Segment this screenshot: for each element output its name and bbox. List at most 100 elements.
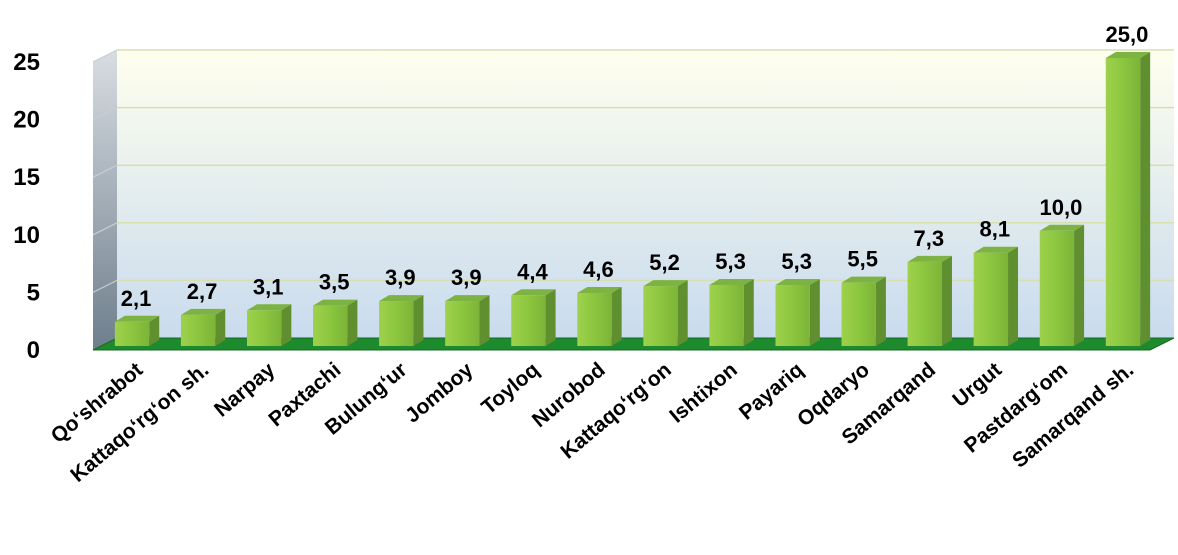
bar-side xyxy=(149,315,160,346)
gridline-side xyxy=(92,279,118,293)
bar-side xyxy=(941,255,952,346)
bar-front xyxy=(246,310,282,346)
data-label: 5,3 xyxy=(715,249,746,274)
gridline-side xyxy=(92,107,118,121)
bar xyxy=(973,246,1019,346)
data-label: 3,9 xyxy=(451,265,482,290)
bar-front xyxy=(907,261,942,346)
side-wall xyxy=(93,50,117,350)
y-tick-label: 10 xyxy=(13,222,40,249)
x-tick-label: Urgut xyxy=(948,358,1006,412)
floor-plane xyxy=(92,337,1175,351)
bar-front xyxy=(577,293,612,346)
bar-top xyxy=(1039,224,1085,231)
bars-group xyxy=(114,52,1151,346)
data-label: 4,4 xyxy=(517,259,548,284)
data-label: 10,0 xyxy=(1039,195,1082,220)
bar-side xyxy=(413,295,424,346)
bar-front xyxy=(841,282,876,346)
y-tick-label: 15 xyxy=(13,164,40,191)
bar-top xyxy=(246,304,292,311)
gridline-side xyxy=(92,222,118,236)
bar-front xyxy=(511,295,546,346)
data-label: 3,9 xyxy=(385,265,416,290)
bar-side xyxy=(1008,246,1019,346)
bar-side xyxy=(677,280,688,346)
y-tick-label: 25 xyxy=(13,49,40,76)
bar-front xyxy=(973,252,1009,346)
y-tick-label: 20 xyxy=(13,107,40,134)
x-tick-label: Kattaqo‘rg‘on xyxy=(556,358,675,463)
bar-top xyxy=(577,287,622,294)
y-axis-ticks: 0 5 10 15 20 25 xyxy=(13,49,40,364)
bar xyxy=(445,295,490,346)
bar-front xyxy=(114,321,150,346)
x-tick-label: Jomboy xyxy=(401,358,478,428)
bar-side xyxy=(611,287,622,346)
bar xyxy=(114,315,160,346)
bar xyxy=(577,287,622,346)
bar xyxy=(1105,52,1151,346)
bar-front xyxy=(709,284,744,346)
bar-side xyxy=(347,299,358,346)
bar-side xyxy=(1140,52,1151,346)
data-label: 5,5 xyxy=(847,247,878,272)
bar-front xyxy=(775,284,810,346)
bar-top xyxy=(1105,52,1151,58)
bar-top xyxy=(775,278,820,285)
bar-top xyxy=(643,280,688,287)
bar xyxy=(775,278,820,346)
x-tick-label: Samarqand sh. xyxy=(1008,358,1138,472)
bar-top xyxy=(841,276,886,283)
data-labels-group: 2,1 2,7 3,1 3,5 3,9 3,9 4,4 4,6 5,2 5,3 5,3 5,5 7,3 8… xyxy=(121,22,1149,311)
bar-side xyxy=(281,304,292,346)
bar-top xyxy=(180,308,226,315)
bar xyxy=(709,278,754,346)
bar-top xyxy=(973,246,1019,253)
data-label: 3,1 xyxy=(253,274,284,299)
bar xyxy=(643,280,688,346)
bar-side xyxy=(1074,224,1085,346)
data-label: 5,3 xyxy=(781,249,812,274)
bar-front xyxy=(180,314,216,346)
data-label: 5,2 xyxy=(649,250,680,275)
bar-top xyxy=(445,295,490,302)
bar-side xyxy=(479,295,490,346)
data-label: 4,6 xyxy=(583,257,614,282)
bar-top xyxy=(511,289,556,296)
data-label: 8,1 xyxy=(980,217,1011,242)
data-label: 2,7 xyxy=(187,279,218,304)
bar-front xyxy=(643,286,678,346)
y-tick-label: 5 xyxy=(27,279,40,306)
gridline-side xyxy=(92,49,118,63)
bar-side xyxy=(875,276,886,346)
bar-side xyxy=(215,308,226,346)
bar-top xyxy=(114,315,160,322)
bar xyxy=(1039,224,1085,346)
bar xyxy=(511,289,556,346)
bar-front xyxy=(379,301,414,346)
x-tick-label: Ishtixon xyxy=(665,358,741,427)
bar-front xyxy=(313,305,348,346)
data-label: 25,0 xyxy=(1106,22,1149,47)
bar-side xyxy=(743,278,754,346)
bar xyxy=(180,308,226,346)
bar-front xyxy=(445,301,480,346)
bar xyxy=(379,295,424,346)
bar-top xyxy=(313,299,358,306)
data-label: 3,5 xyxy=(319,270,350,295)
bar-top xyxy=(379,295,424,302)
bar-front xyxy=(1039,230,1075,346)
bar xyxy=(907,255,952,346)
bar-front xyxy=(1105,58,1141,346)
bar-side xyxy=(809,278,820,346)
gridline-side xyxy=(92,164,118,178)
bar-side xyxy=(545,289,556,346)
chart-floor xyxy=(92,337,1175,351)
bar xyxy=(313,299,358,346)
bar xyxy=(246,304,292,346)
bar-top xyxy=(907,255,952,262)
data-label: 2,1 xyxy=(121,286,152,311)
